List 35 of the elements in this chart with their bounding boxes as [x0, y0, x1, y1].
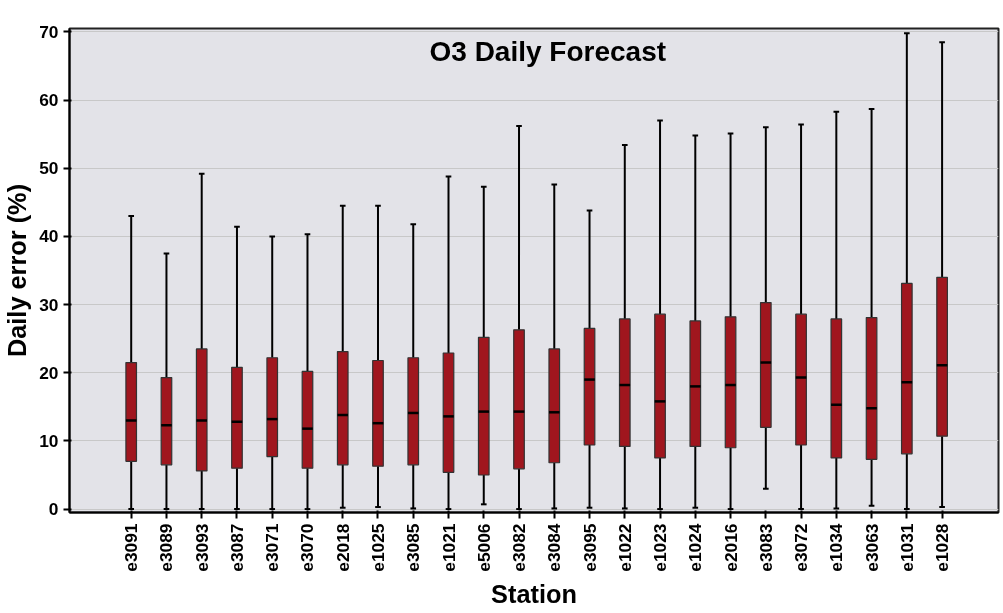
y-tick-label: 60 [39, 90, 59, 111]
x-tick-label: e3084 [544, 523, 565, 572]
x-tick-label: e5006 [473, 523, 494, 572]
x-tick-label: e3087 [226, 523, 247, 572]
y-tick-label: 50 [39, 158, 59, 179]
x-tick-label: e3089 [156, 523, 177, 572]
x-tick-label: e3082 [509, 523, 530, 572]
y-tick-label: 20 [39, 362, 59, 383]
x-tick-label: e1022 [614, 523, 635, 572]
y-tick-label: 70 [39, 21, 59, 42]
x-tick-label: e3063 [861, 523, 882, 572]
x-tick-label: e3072 [791, 523, 812, 572]
x-axis-title: Station [491, 579, 577, 608]
x-tick-label: e1021 [438, 523, 459, 572]
x-tick-label: e3083 [755, 523, 776, 572]
x-tick-label: e1028 [932, 523, 953, 572]
x-tick-label: e3091 [121, 523, 142, 572]
x-tick-label: e3095 [579, 523, 600, 572]
x-tick-label: e2016 [720, 523, 741, 572]
x-tick-label: e3071 [262, 523, 283, 572]
x-tick-label: e3085 [403, 523, 424, 572]
x-tick-label: e3070 [297, 523, 318, 572]
y-tick-label: 40 [39, 226, 59, 247]
x-tick-label: e1024 [685, 523, 706, 572]
x-tick-label: e1025 [367, 523, 388, 572]
x-tick-label: e1031 [896, 523, 917, 572]
x-tick-label: e2018 [332, 523, 353, 572]
y-tick-label: 0 [48, 499, 59, 520]
x-tick-label: e3093 [191, 523, 212, 572]
y-tick-label: 30 [39, 294, 59, 315]
x-tick-label: e1023 [650, 523, 671, 572]
y-tick-label: 10 [39, 430, 59, 451]
chart-title: O3 Daily Forecast [429, 35, 667, 67]
y-axis-title: Daily error (%) [3, 183, 32, 358]
x-tick-label: e1034 [826, 523, 847, 572]
